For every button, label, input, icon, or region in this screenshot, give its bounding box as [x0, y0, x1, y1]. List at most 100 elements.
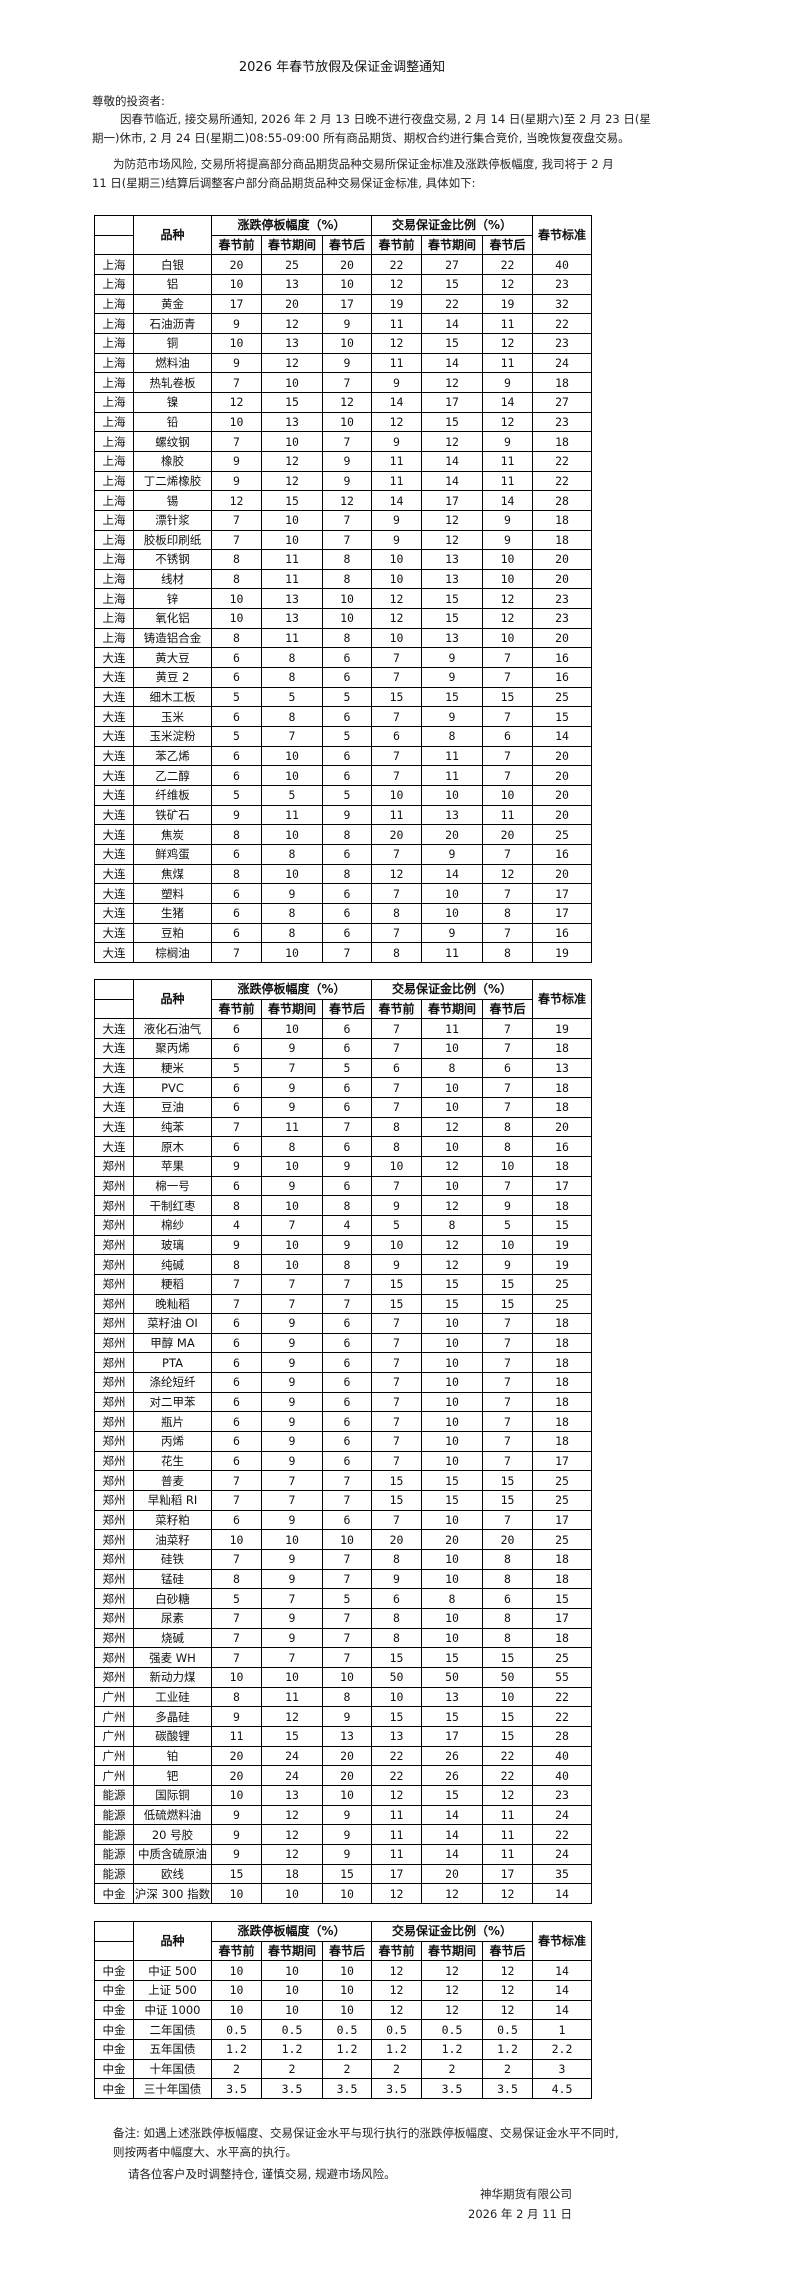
value-cell: 23	[532, 273, 592, 295]
value-cell: 17	[371, 1863, 422, 1885]
value-cell: 15	[421, 332, 483, 354]
value-cell: 4	[322, 1214, 372, 1236]
value-cell: 18	[532, 1549, 592, 1570]
value-cell: 9	[371, 1568, 422, 1590]
subheader-0: 春节前	[211, 1940, 262, 1962]
value-cell: 9	[371, 431, 422, 452]
exchange-cell: 郑州	[94, 1234, 134, 1256]
exchange-cell: 上海	[94, 549, 134, 570]
value-cell: 7	[482, 1391, 533, 1413]
exchange-cell: 上海	[94, 431, 134, 452]
value-cell: 4	[211, 1214, 262, 1236]
variety-cell: 丁二烯橡胶	[133, 470, 212, 492]
header-variety: 品种	[133, 978, 212, 1020]
variety-cell: 干制红枣	[133, 1195, 212, 1216]
value-cell: 12	[371, 608, 422, 629]
header-exchange-blank	[94, 1921, 134, 1942]
value-cell: 22	[532, 1706, 592, 1727]
variety-cell: 强麦 WH	[133, 1647, 212, 1668]
variety-cell: 铜	[133, 332, 212, 354]
value-cell: 18	[532, 509, 592, 531]
closing-text: 请各位客户及时调整持仓, 谨慎交易, 规避市场风险。	[128, 2167, 396, 2181]
exchange-cell: 大连	[94, 745, 134, 767]
variety-cell: 漂针浆	[133, 509, 212, 531]
value-cell: 8	[371, 1116, 422, 1138]
value-cell: 15	[371, 1490, 422, 1511]
value-cell: 6	[211, 765, 262, 787]
value-cell: 12	[482, 1960, 533, 1981]
value-cell: 18	[532, 372, 592, 393]
variety-cell: 玉米淀粉	[133, 726, 212, 747]
value-cell: 6	[322, 1332, 372, 1354]
exchange-cell: 郑州	[94, 1627, 134, 1649]
value-cell: 15	[421, 1273, 483, 1295]
value-cell: 13	[421, 804, 483, 826]
value-cell: 2.2	[532, 2038, 592, 2060]
header-variety: 品种	[133, 214, 212, 256]
value-cell: 12	[371, 1784, 422, 1806]
exchange-cell: 上海	[94, 509, 134, 531]
value-cell: 14	[371, 490, 422, 511]
value-cell: 12	[371, 1999, 422, 2021]
variety-cell: 粳稻	[133, 1273, 212, 1295]
variety-cell: 十年国债	[133, 2058, 212, 2080]
value-cell: 15	[421, 608, 483, 629]
value-cell: 13	[421, 568, 483, 590]
table-row: 郑州 粳稻 7 7 7 15 15 15 25	[94, 1273, 592, 1295]
value-cell: 25	[532, 686, 592, 708]
exchange-cell: 郑州	[94, 1254, 134, 1275]
value-cell: 9	[261, 1372, 323, 1393]
value-cell: 55	[532, 1666, 592, 1688]
exchange-cell: 上海	[94, 273, 134, 295]
exchange-cell: 上海	[94, 529, 134, 551]
value-cell: 10	[261, 765, 323, 787]
value-cell: 7	[322, 1647, 372, 1668]
value-cell: 12	[421, 509, 483, 531]
value-cell: 12	[421, 1883, 483, 1904]
value-cell: 7	[371, 1175, 422, 1197]
exchange-cell: 大连	[94, 647, 134, 669]
value-cell: 5	[322, 686, 372, 708]
variety-cell: PVC	[133, 1077, 212, 1098]
value-cell: 20	[371, 1529, 422, 1551]
variety-cell: 玻璃	[133, 1234, 212, 1256]
value-cell: 19	[482, 293, 533, 315]
value-cell: 12	[421, 1116, 483, 1138]
subheader-5: 春节后	[482, 998, 533, 1020]
value-cell: 7	[482, 765, 533, 787]
value-cell: 10	[322, 608, 372, 629]
subheader-2: 春节后	[322, 234, 372, 256]
value-cell: 11	[371, 470, 422, 492]
table-row: 郑州 油菜籽 10 10 10 20 20 20 25	[94, 1529, 592, 1551]
header-holiday-standard: 春节标准	[532, 1920, 592, 1962]
exchange-cell: 郑州	[94, 1549, 134, 1570]
value-cell: 19	[532, 1254, 592, 1275]
variety-cell: 焦煤	[133, 863, 212, 885]
value-cell: 6	[211, 1018, 262, 1039]
table-row: 大连 乙二醇 6 10 6 7 11 7 20	[94, 765, 592, 787]
value-cell: 12	[211, 391, 262, 413]
value-cell: 7	[322, 1627, 372, 1649]
value-cell: 13	[421, 1686, 483, 1708]
subheader-3: 春节前	[371, 998, 422, 1020]
value-cell: 26	[421, 1745, 483, 1767]
value-cell: 10	[261, 1999, 323, 2021]
value-cell: 7	[371, 706, 422, 728]
value-cell: 10	[421, 1372, 483, 1393]
value-cell: 10	[211, 1883, 262, 1904]
value-cell: 8	[482, 1627, 533, 1649]
value-cell: 7	[322, 942, 372, 963]
value-cell: 9	[261, 1313, 323, 1334]
value-cell: 18	[532, 1332, 592, 1354]
value-cell: 7	[322, 1608, 372, 1629]
value-cell: 9	[482, 1254, 533, 1275]
value-cell: 8	[421, 1214, 483, 1236]
exchange-cell: 郑州	[94, 1155, 134, 1177]
value-cell: 12	[421, 431, 483, 452]
value-cell: 7	[371, 1096, 422, 1118]
value-cell: 9	[322, 804, 372, 826]
value-cell: 3	[532, 2058, 592, 2080]
value-cell: 7	[322, 1293, 372, 1315]
value-cell: 3.5	[421, 2078, 483, 2099]
exchange-cell: 大连	[94, 1096, 134, 1118]
